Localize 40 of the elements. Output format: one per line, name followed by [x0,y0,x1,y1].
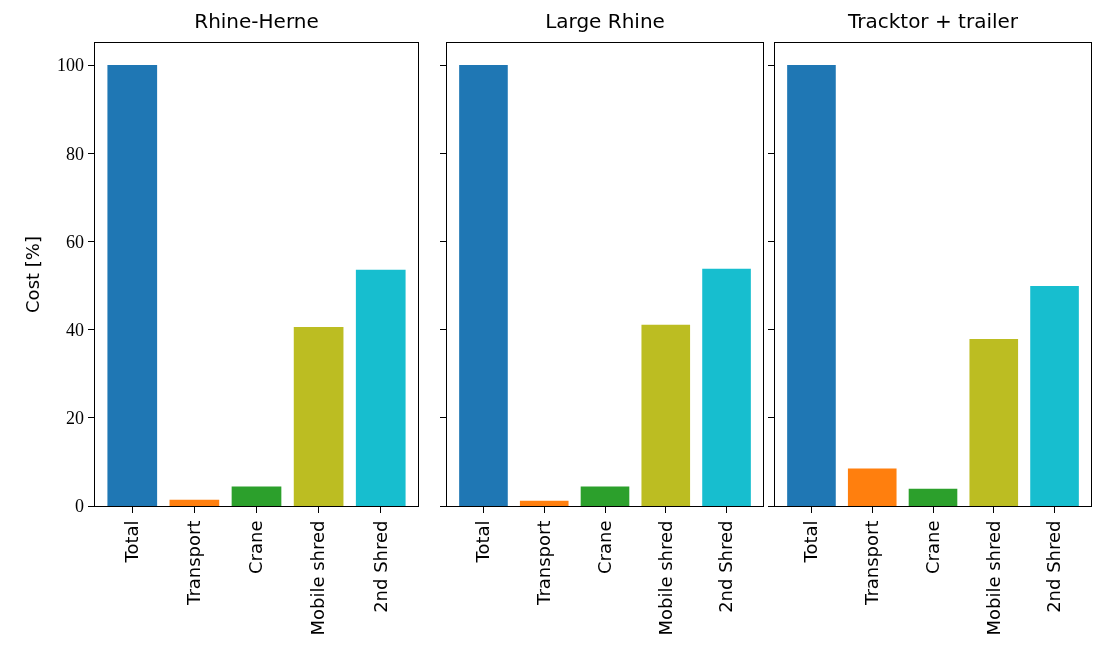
y-tick-label: 100 [57,55,85,76]
x-tick-label: Mobile shred [307,520,329,636]
bar [580,486,630,506]
x-tick-label: Crane [921,520,943,574]
x-tick-label: Mobile shred [654,520,676,636]
x-tick-label: Transport [861,520,883,606]
bar [107,65,158,506]
x-tick-label: 2nd Shred [369,520,391,613]
x-tick-label: 2nd Shred [715,520,737,613]
x-tick-label: Total [472,520,494,564]
chart-title: Large Rhine [545,9,665,33]
bar [169,499,220,506]
x-tick-label: Transport [533,520,555,606]
y-tick-label: 80 [66,143,85,164]
bar [231,486,282,506]
x-tick-label: Total [800,520,822,564]
bar [459,65,508,506]
x-tick-label: Mobile shred [982,520,1004,636]
chart-title: Rhine-Herne [194,9,319,33]
x-tick-label: Crane [245,520,267,574]
x-tick-label: Total [121,520,143,564]
bar [1030,285,1079,506]
bar [702,268,751,506]
y-tick-label: 60 [66,231,85,252]
chart-title: Tracktor + trailer [846,9,1019,33]
y-tick-label: 40 [66,319,85,340]
y-axis-title: Cost [%] [22,236,44,313]
bar [787,65,836,506]
bar [847,468,897,506]
bar [969,338,1019,506]
bar [519,500,569,506]
y-tick-label: 0 [75,496,85,517]
x-tick-label: Transport [183,520,205,606]
bar [355,269,406,506]
bar [641,324,691,506]
bar [293,326,344,506]
x-tick-label: 2nd Shred [1043,520,1065,613]
x-tick-label: Crane [593,520,615,574]
bar [908,488,958,506]
y-tick-label: 20 [66,408,85,429]
